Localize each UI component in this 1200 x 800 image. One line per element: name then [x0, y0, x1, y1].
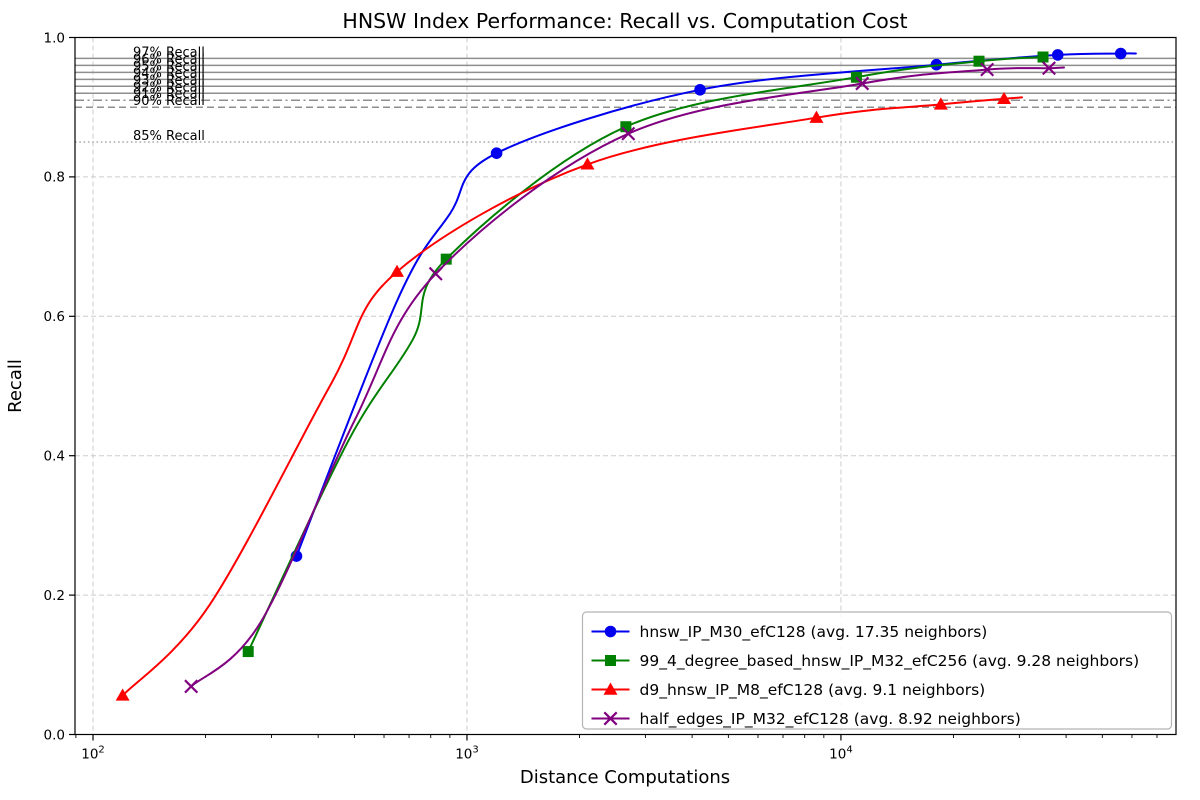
marker-x — [184, 679, 199, 694]
marker-triangle — [809, 110, 824, 123]
marker-circle — [1114, 47, 1127, 60]
marker-x — [621, 126, 636, 141]
marker-triangle — [933, 97, 948, 110]
series-line — [247, 56, 1044, 653]
series-3 — [184, 61, 1065, 694]
x-axis: 102 103 104 — [75, 734, 1158, 763]
legend-label: hnsw_IP_M30_efC128 (avg. 17.35 neighbors… — [640, 623, 988, 642]
legend-label: d9_hnsw_IP_M8_efC128 (avg. 9.1 neighbors… — [640, 681, 986, 700]
legend-item-3: half_edges_IP_M32_efC128 (avg. 8.92 neig… — [591, 710, 1021, 729]
x-tick-label: 102 — [81, 745, 105, 763]
legend-item-1: 99_4_degree_based_hnsw_IP_M32_efC256 (av… — [591, 652, 1140, 671]
marker-circle — [490, 147, 503, 160]
y-tick-label: 0.6 — [44, 309, 65, 325]
marker-triangle — [115, 688, 130, 701]
series-2 — [115, 91, 1023, 701]
reference-line-label: 94% Recall — [133, 66, 205, 81]
y-axis-label: Recall — [5, 359, 26, 413]
marker-x — [980, 62, 995, 77]
reference-line-label: 85% Recall — [133, 129, 205, 144]
legend-box — [581, 611, 1173, 730]
axes-spines — [74, 36, 1177, 736]
x-tick-label: 103 — [455, 745, 479, 763]
marker-square — [1037, 51, 1049, 63]
y-axis: 0.0 0.2 0.4 0.6 0.8 1.0 — [44, 30, 75, 743]
reference-line-label: 97% Recall — [133, 45, 205, 60]
reference-line-label: 95% Recall — [133, 59, 205, 74]
marker-circle — [1051, 49, 1064, 61]
series-group — [115, 47, 1137, 701]
y-tick-label: 1.0 — [44, 30, 65, 46]
legend: hnsw_IP_M30_efC128 (avg. 17.35 neighbors… — [581, 611, 1173, 730]
marker-triangle — [580, 157, 595, 170]
x-axis-label: Distance Computations — [520, 767, 730, 788]
marker-x — [1041, 61, 1056, 76]
y-tick-label: 0.4 — [44, 449, 65, 465]
legend-item-2: d9_hnsw_IP_M8_efC128 (avg. 9.1 neighbors… — [591, 681, 986, 700]
marker-square — [242, 646, 254, 658]
marker-triangle — [603, 682, 618, 695]
y-tick-label: 0.8 — [44, 170, 65, 186]
legend-label: half_edges_IP_M32_efC128 (avg. 8.92 neig… — [640, 710, 1021, 729]
reference-line-label: 90% Recall — [133, 94, 205, 109]
marker-triangle — [997, 91, 1012, 105]
marker-circle — [694, 83, 706, 96]
marker-x — [428, 266, 443, 281]
marker-x — [603, 711, 618, 726]
marker-square — [440, 253, 452, 265]
legend-label: 99_4_degree_based_hnsw_IP_M32_efC256 (av… — [640, 652, 1140, 671]
marker-square — [605, 655, 616, 666]
reference-line-label: 96% Recall — [133, 52, 205, 67]
legend-item-0: hnsw_IP_M30_efC128 (avg. 17.35 neighbors… — [591, 623, 988, 642]
marker-square — [973, 55, 985, 67]
marker-triangle — [390, 264, 405, 277]
y-tick-label: 0.2 — [44, 588, 65, 604]
y-tick-label: 0.0 — [44, 727, 65, 743]
x-tick-label: 104 — [829, 745, 853, 763]
marker-square — [620, 121, 632, 133]
reference-line-label: 93% Recall — [133, 73, 205, 88]
reference-line-label: 91% Recall — [133, 87, 205, 102]
marker-circle — [604, 625, 617, 638]
chart-title: HNSW Index Performance: Recall vs. Compu… — [342, 9, 907, 33]
reference-line-label: 92% Recall — [133, 80, 205, 95]
marker-x — [855, 76, 870, 91]
